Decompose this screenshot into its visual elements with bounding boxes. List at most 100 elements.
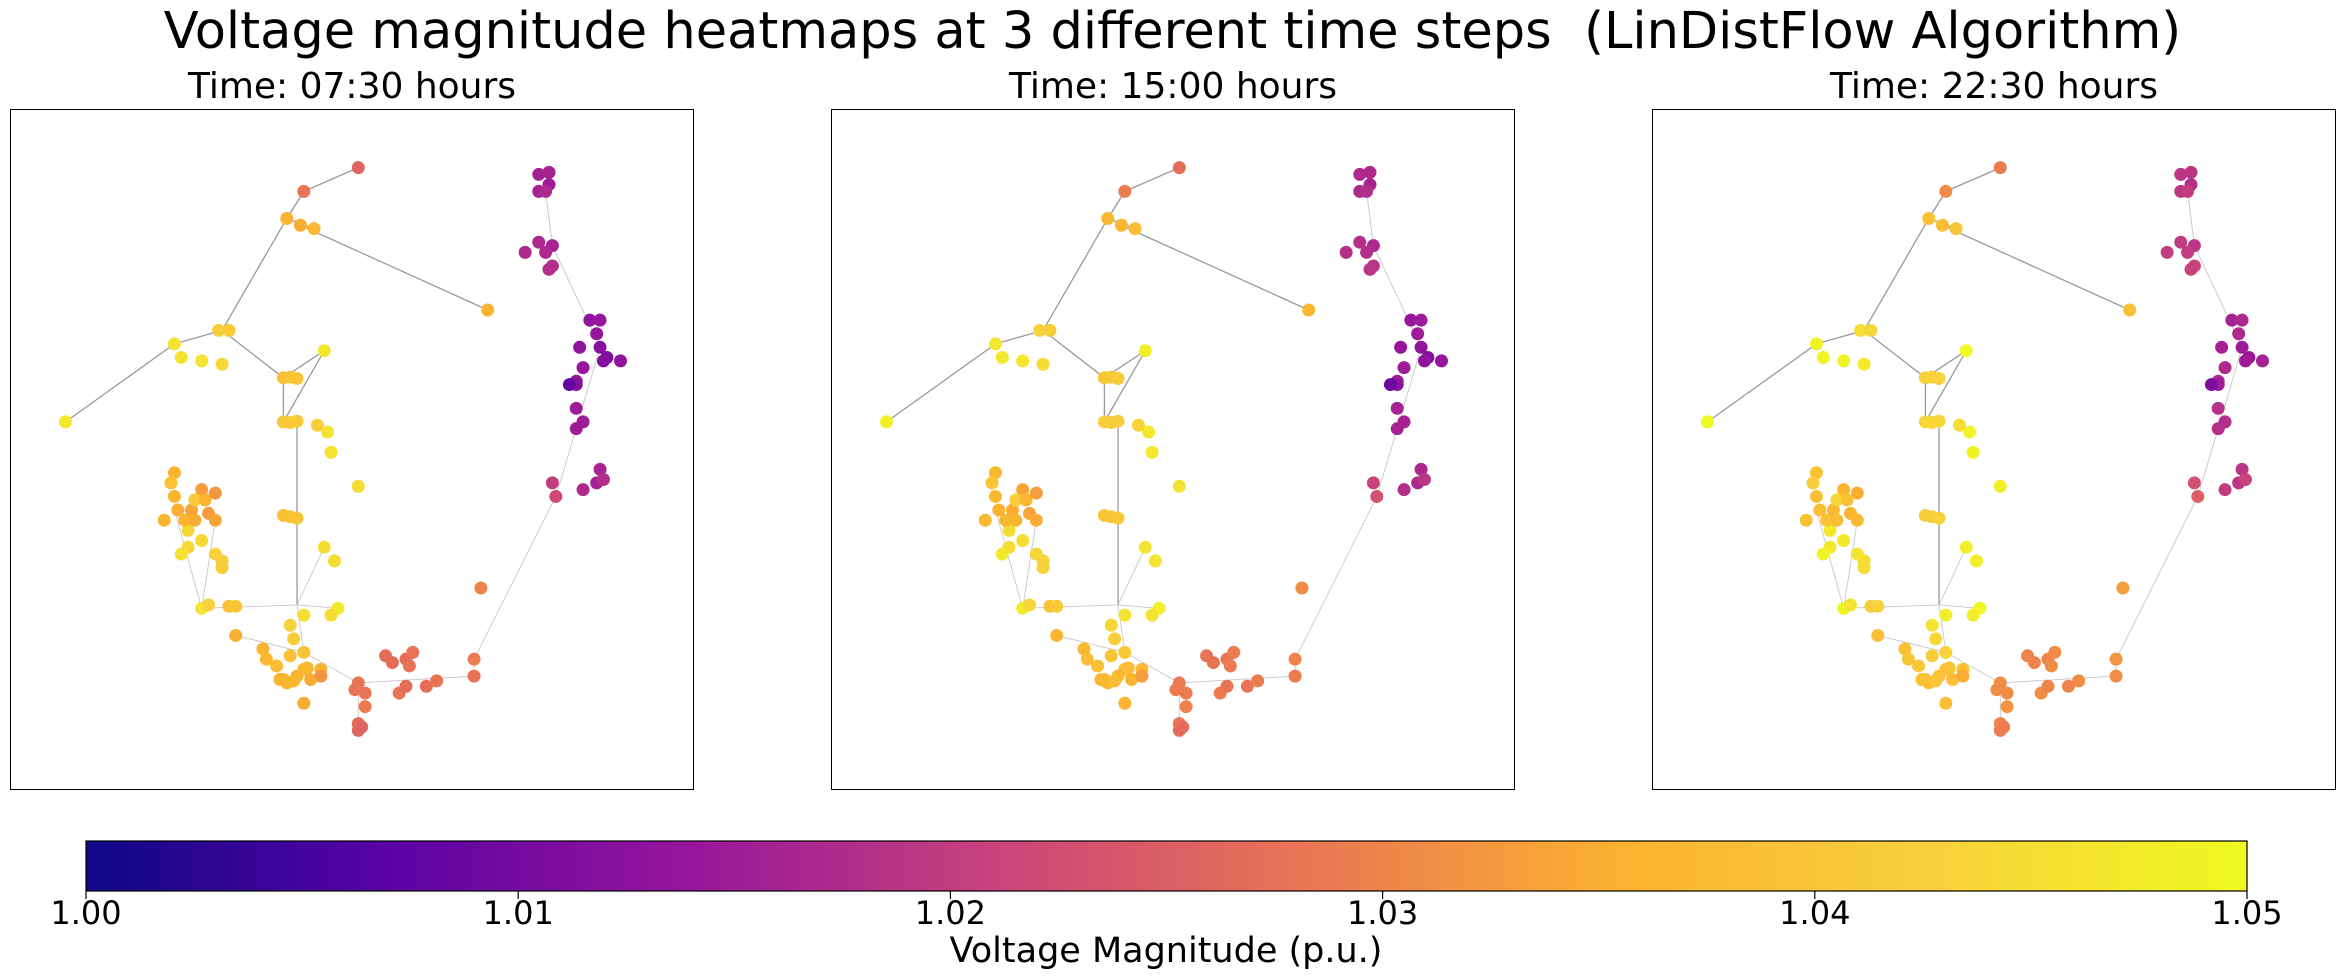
bus-node xyxy=(358,700,372,714)
network-edge xyxy=(2187,191,2195,246)
bus-node xyxy=(2238,354,2252,368)
bus-node xyxy=(596,354,610,368)
bus-node xyxy=(593,340,607,354)
bus-node xyxy=(2218,415,2232,429)
bus-node xyxy=(1826,503,1840,517)
bus-node xyxy=(270,659,284,673)
bus-node xyxy=(593,313,607,327)
bus-node xyxy=(2174,167,2188,181)
bus-node xyxy=(467,652,481,666)
bus-node xyxy=(542,165,556,179)
bus-node xyxy=(1016,534,1030,548)
network-plot-0730 xyxy=(58,161,627,737)
network-edge xyxy=(995,509,1024,609)
network-edge xyxy=(1816,509,1845,609)
bus-node xyxy=(307,222,321,236)
bus-node xyxy=(167,489,181,503)
bus-node xyxy=(1993,161,2007,175)
bus-node xyxy=(283,618,297,632)
bus-node xyxy=(1033,323,1047,337)
bus-node xyxy=(1240,679,1254,693)
bus-node xyxy=(321,425,335,439)
bus-node xyxy=(1949,222,1963,236)
network-edge xyxy=(303,167,359,192)
bus-node xyxy=(1959,344,1973,358)
network-edge xyxy=(1945,167,2001,192)
network-edge xyxy=(1042,218,1109,331)
bus-node xyxy=(1043,323,1057,337)
bus-node xyxy=(2218,483,2232,497)
bus-node xyxy=(1179,686,1193,700)
bus-node xyxy=(2061,679,2075,693)
network-plot-2230 xyxy=(1700,161,2269,737)
network-edge xyxy=(296,547,325,606)
bus-node xyxy=(1850,547,1864,561)
bus-node xyxy=(1366,476,1380,490)
bus-node xyxy=(1009,493,1023,507)
network-edge xyxy=(2000,675,2117,684)
bus-node xyxy=(1288,652,1302,666)
bus-node xyxy=(1169,683,1183,697)
bus-node xyxy=(2000,700,2014,714)
bus-node xyxy=(1840,493,1854,507)
bus-node xyxy=(287,632,301,646)
bus-node xyxy=(2048,645,2062,659)
colorbar-gradient xyxy=(85,840,2248,892)
network-edge xyxy=(1376,428,1398,497)
bus-node xyxy=(1135,669,1149,683)
bus-node xyxy=(314,669,328,683)
bus-node xyxy=(280,211,294,225)
bus-node xyxy=(1363,165,1377,179)
bus-node xyxy=(576,483,590,497)
colorbar-tick-label: 1.04 xyxy=(1779,894,1850,932)
bus-node xyxy=(1016,483,1030,497)
bus-node xyxy=(1288,669,1302,683)
bus-node xyxy=(1935,218,1949,232)
bus-node xyxy=(1922,211,1936,225)
bus-node xyxy=(1128,222,1142,236)
network-nodes xyxy=(58,161,627,737)
bus-node xyxy=(1397,415,1411,429)
bus-node xyxy=(1969,554,1983,568)
bus-node xyxy=(576,415,590,429)
bus-node xyxy=(1898,642,1912,656)
bus-node xyxy=(1956,669,1970,683)
bus-node xyxy=(297,645,311,659)
network-edge xyxy=(1103,350,1146,423)
bus-node xyxy=(355,720,369,734)
network-edge xyxy=(1022,520,1037,609)
bus-node xyxy=(1925,649,1939,663)
bus-node xyxy=(467,669,481,683)
network-edge xyxy=(545,191,553,246)
network-edge xyxy=(201,520,216,609)
bus-node xyxy=(1118,696,1132,710)
network-edge xyxy=(221,329,284,379)
bus-node xyxy=(1929,632,1943,646)
bus-node xyxy=(1101,211,1115,225)
network-edge xyxy=(1938,547,1967,606)
bus-node xyxy=(1016,354,1030,368)
bus-node xyxy=(1700,415,1714,429)
bus-node xyxy=(1383,378,1397,392)
bus-node xyxy=(1799,513,1813,527)
bus-node xyxy=(1414,462,1428,476)
bus-node xyxy=(1104,618,1118,632)
bus-node xyxy=(1097,508,1111,522)
bus-node xyxy=(164,476,178,490)
bus-node xyxy=(2187,259,2201,273)
bus-node xyxy=(290,414,304,428)
network-edges xyxy=(1707,167,2243,731)
network-plot-1500 xyxy=(879,161,1448,737)
bus-node xyxy=(1434,354,1448,368)
bus-node xyxy=(324,445,338,459)
bus-node xyxy=(1114,218,1128,232)
bus-node xyxy=(1966,445,1980,459)
bus-node xyxy=(1411,327,1425,341)
bus-node xyxy=(1397,361,1411,375)
bus-node xyxy=(1172,479,1186,493)
bus-node xyxy=(2235,340,2249,354)
bus-node xyxy=(1932,414,1946,428)
network-edge xyxy=(300,224,488,311)
bus-node xyxy=(1145,608,1159,622)
network-edge xyxy=(886,343,996,423)
